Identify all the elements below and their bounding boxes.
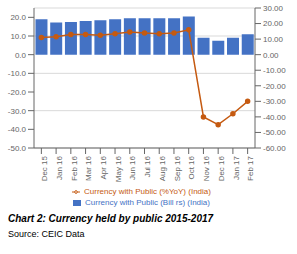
svg-text:10.00: 10.00 <box>263 35 284 44</box>
svg-text:Nov 16: Nov 16 <box>202 155 211 181</box>
html-text:Currency with Public (Bill rs): Currency with Public (Bill rs) (India) <box>85 198 210 207</box>
svg-text:-10.0: -10.0 <box>8 69 27 78</box>
svg-text:30.00: 30.00 <box>263 4 284 13</box>
svg-text:-40.0: -40.0 <box>8 125 27 134</box>
svg-text:Apr 16: Apr 16 <box>99 155 108 179</box>
svg-text:May 16: May 16 <box>114 155 123 182</box>
svg-text:-10.00: -10.00 <box>263 66 286 75</box>
svg-text:Aug 16: Aug 16 <box>158 155 167 181</box>
svg-text:Jun 16: Jun 16 <box>128 155 137 180</box>
svg-text:-60.00: -60.00 <box>263 144 286 153</box>
svg-text:-30.0: -30.0 <box>8 107 27 116</box>
svg-text:-40.00: -40.00 <box>263 113 286 122</box>
html-text:Chart 2: Currency held by publ: Chart 2: Currency held by public 2015-20… <box>8 213 214 224</box>
svg-text:Feb 16: Feb 16 <box>70 155 79 180</box>
svg-text:Feb 17: Feb 17 <box>246 155 255 180</box>
html-text:Currency with Public (%YoY) (I: Currency with Public (%YoY) (India) <box>84 187 211 196</box>
svg-text:20.00: 20.00 <box>263 19 284 28</box>
svg-text:-20.0: -20.0 <box>8 88 27 97</box>
svg-text:0.0: 0.0 <box>15 51 27 60</box>
svg-text:Jan 17: Jan 17 <box>232 155 241 180</box>
html-text:Source: CEIC Data: Source: CEIC Data <box>8 229 85 239</box>
svg-text:Dec 15: Dec 15 <box>40 155 49 181</box>
svg-text:Sep 16: Sep 16 <box>173 155 182 181</box>
svg-text:-20.00: -20.00 <box>263 82 286 91</box>
svg-text:10.0: 10.0 <box>10 32 26 41</box>
svg-text:-30.00: -30.00 <box>263 97 286 106</box>
svg-text:20.0: 20.0 <box>10 13 26 22</box>
svg-text:Mar 16: Mar 16 <box>84 155 93 180</box>
svg-text:Oct 16: Oct 16 <box>187 155 196 179</box>
svg-text:0.00: 0.00 <box>263 51 279 60</box>
svg-text:-50.0: -50.0 <box>8 144 27 153</box>
svg-text:-50.00: -50.00 <box>263 128 286 137</box>
svg-text:Jan 16: Jan 16 <box>55 155 64 180</box>
svg-text:Jul 16: Jul 16 <box>143 155 152 177</box>
svg-text:Dec 16: Dec 16 <box>217 155 226 181</box>
